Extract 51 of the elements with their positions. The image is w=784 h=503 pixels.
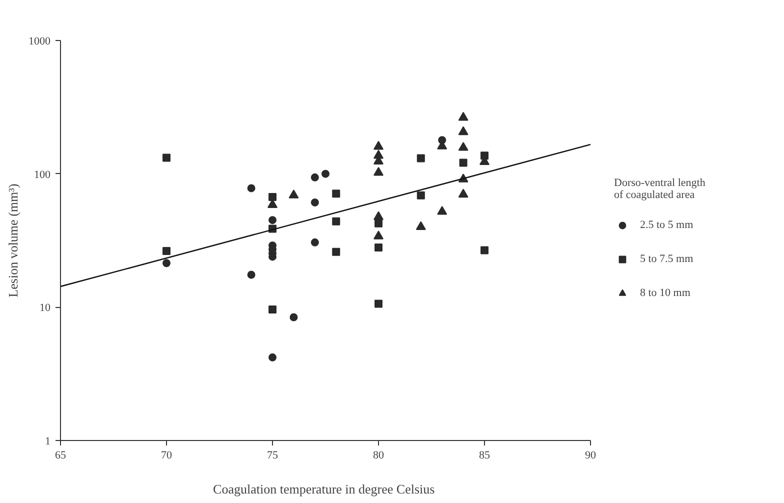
- point: [374, 166, 384, 176]
- x-tick-label: 75: [267, 450, 278, 462]
- point: [437, 206, 448, 215]
- point: [162, 259, 170, 268]
- point: [322, 170, 330, 178]
- legend-label: 5 to 7.5 mm: [640, 253, 694, 265]
- y-axis-title: Lesion volume (mm³): [6, 184, 20, 298]
- point: [290, 313, 298, 322]
- point: [416, 221, 426, 230]
- point: [247, 270, 256, 279]
- point: [332, 248, 340, 256]
- point: [458, 142, 468, 151]
- legend-label: 2.5 to 5 mm: [640, 219, 694, 231]
- point: [374, 211, 384, 220]
- point: [458, 112, 468, 121]
- point: [268, 193, 276, 202]
- point: [374, 244, 382, 252]
- point: [162, 154, 170, 162]
- x-tick-label: 65: [55, 450, 66, 462]
- point: [310, 198, 319, 206]
- point: [458, 126, 468, 136]
- point: [458, 188, 468, 198]
- point: [480, 246, 488, 254]
- point: [268, 353, 276, 362]
- y-tick-label: 10: [40, 302, 51, 314]
- point: [268, 216, 276, 224]
- point: [310, 173, 319, 182]
- point: [374, 230, 384, 240]
- point: [162, 246, 170, 255]
- y-tick-label: 1000: [28, 36, 51, 48]
- point: [374, 219, 382, 228]
- y-tick-label: 100: [34, 168, 51, 181]
- point: [374, 140, 384, 150]
- x-tick-label: 70: [161, 450, 172, 462]
- x-tick-label: 80: [373, 450, 384, 462]
- point: [310, 238, 319, 246]
- point: [332, 190, 340, 198]
- x-tick-label: 90: [585, 450, 596, 462]
- y-tick-label: 1: [45, 436, 50, 448]
- point: [268, 306, 276, 314]
- point: [288, 190, 299, 198]
- point: [416, 191, 425, 200]
- point: [459, 158, 468, 167]
- point: [416, 154, 425, 162]
- point: [332, 217, 340, 226]
- legend-title: Dorso-ventral length of coagulated area: [614, 177, 706, 201]
- legend-label: 8 to 10 mm: [640, 287, 690, 299]
- x-tick-label: 85: [479, 450, 490, 462]
- point: [374, 300, 382, 308]
- point: [247, 184, 256, 192]
- x-axis-title: Coagulation temperature in degree Celsius: [213, 482, 435, 496]
